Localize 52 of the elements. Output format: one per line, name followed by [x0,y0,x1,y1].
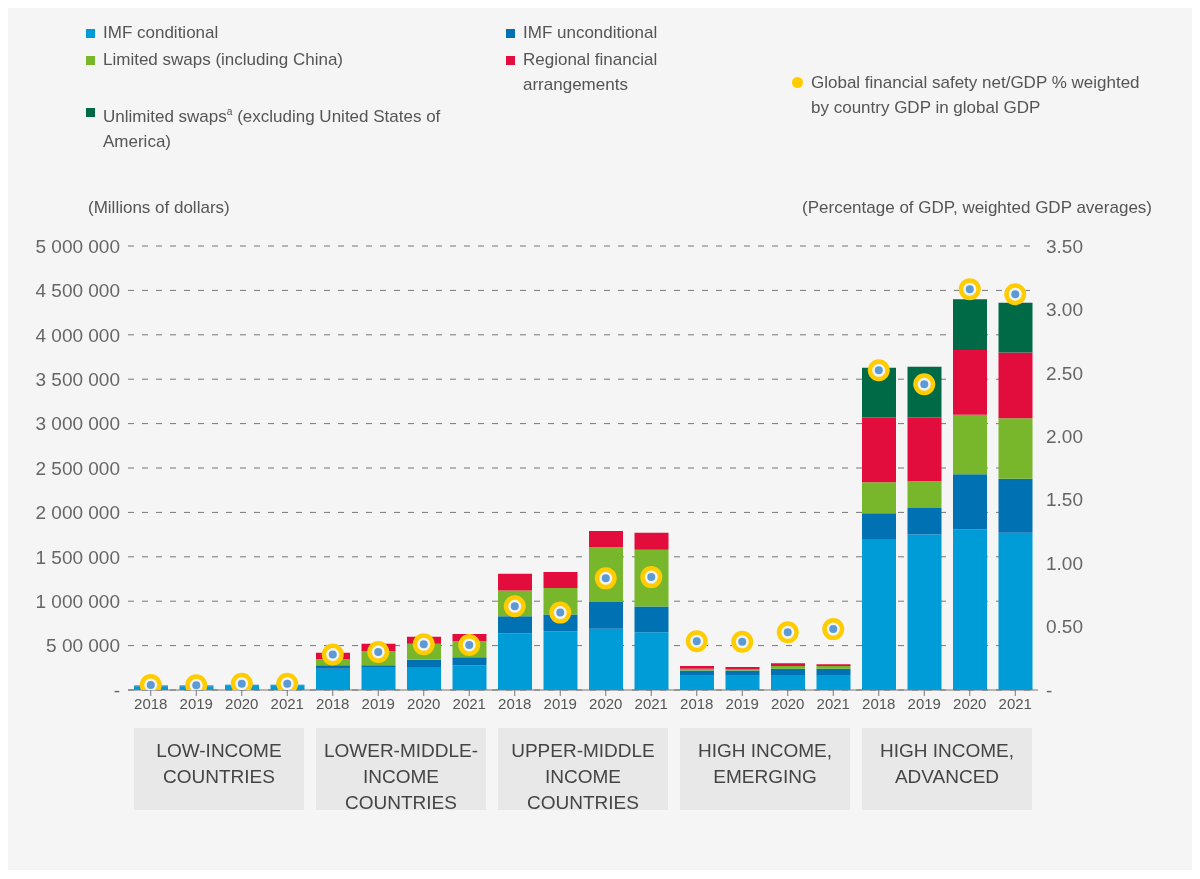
y-tick-label: 3 000 000 [35,413,120,435]
y2-tick-label: 2.00 [1046,426,1083,448]
x-tick-label: 2020 [771,694,805,712]
y-tick-label: 5 000 000 [35,235,120,257]
y2-tick-label: 2.50 [1046,362,1083,384]
text: HIGH INCOME, ADVANCED [862,728,1032,810]
y-tick-label: 1 500 000 [35,546,120,568]
text: LOWER-MIDDLE-INCOME COUNTRIES [316,728,486,813]
x-tick-label: 2019 [179,694,213,712]
text: UPPER-MIDDLE INCOME COUNTRIES [498,728,668,813]
x-tick-label: 2018 [498,694,532,712]
legend-label: Limited swaps (including China) [103,50,344,69]
y-tick-label: - [113,679,120,701]
x-tick-label: 2019 [543,694,577,712]
x-tick-label: 2018 [316,694,350,712]
y2-tick-label: 0.50 [1046,616,1083,638]
text: LOW-INCOME COUNTRIES [134,728,304,810]
x-tick-label: 2019 [907,694,941,712]
x-tick-label: 2021 [270,694,304,712]
x-tick-label: 2020 [589,694,623,712]
y-tick-label: 2 000 000 [35,502,120,524]
x-tick-label: 2021 [816,694,850,712]
x-tick-label: 2019 [725,694,759,712]
y-tick-label: 5 00 000 [46,635,120,657]
legend-label: Global financial safety net/GDP % weighted by country GDP in global GDP [811,73,1140,117]
legend-label: IMF unconditional [523,23,658,42]
legend-label: IMF conditional [103,23,219,42]
x-tick-label: 2021 [634,694,668,712]
y-tick-label: 3 500 000 [35,368,120,390]
x-tick-label: 2019 [361,694,395,712]
y-tick-label: 4 500 000 [35,280,120,302]
y2-tick-label: 1.50 [1046,489,1083,511]
text: HIGH INCOME, EMERGING [680,728,850,810]
y-tick-label: 1 000 000 [35,590,120,612]
x-tick-label: 2020 [225,694,259,712]
y2-tick-label: 3.50 [1046,235,1083,257]
x-tick-label: 2020 [407,694,441,712]
x-tick-label: 2021 [998,694,1032,712]
text: Unlimited swaps$^{a}$ (excluding United States of America) [103,106,441,151]
y2-tick-label: - [1046,679,1053,701]
y2-axis-title: (Percentage of GDP, weighted GDP averages) [802,198,1152,218]
y-axis-title: (Millions of dollars) [88,198,230,218]
x-tick-label: 2018 [862,694,896,712]
x-tick-label: 2018 [134,694,168,712]
x-tick-label: 2021 [452,694,486,712]
y2-tick-label: 1.00 [1046,552,1083,574]
y2-tick-label: 3.00 [1046,299,1083,321]
y-tick-label: 2 500 000 [35,457,120,479]
legend-label: Regional financial arrangements [523,50,658,94]
x-tick-label: 2020 [953,694,987,712]
x-tick-label: 2018 [680,694,714,712]
y-tick-label: 4 000 000 [35,324,120,346]
